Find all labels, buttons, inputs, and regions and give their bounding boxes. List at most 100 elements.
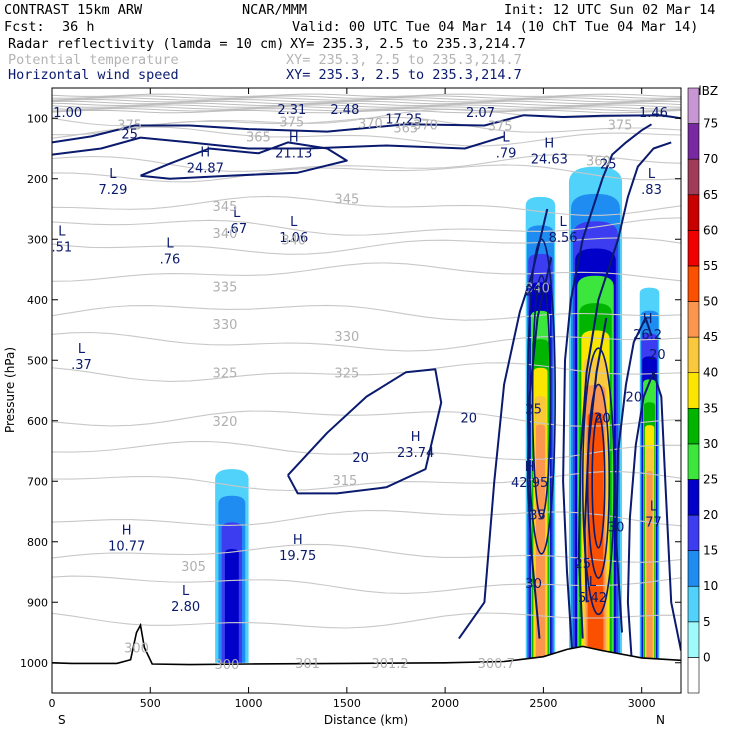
colorbar-swatch — [687, 514, 700, 551]
plot-frame — [51, 87, 682, 694]
x-axis-label: Distance (km) — [324, 713, 408, 727]
extremum-value: 1.46 — [639, 106, 668, 121]
y-tick-label: 600 — [27, 415, 48, 428]
extremum-value: .83 — [641, 183, 662, 198]
extremum-type: L — [78, 342, 86, 357]
colorbar-swatch — [687, 301, 700, 338]
extremum-value: .76 — [160, 252, 181, 267]
theta-contour-label: 345 — [213, 200, 238, 215]
wind-contour — [577, 141, 672, 639]
theta-contour-upper — [52, 102, 681, 107]
x-tick-label: 500 — [140, 697, 161, 710]
field-xy-theta: XY= 235.3, 2.5 to 235.3,214.7 — [286, 52, 522, 68]
x-axis-left-end: S — [58, 713, 66, 727]
theta-contour-label: 325 — [213, 366, 238, 381]
wind-contour — [52, 135, 505, 156]
theta-contour-label: 370 — [358, 117, 383, 132]
colorbar-swatch — [687, 336, 700, 374]
colorbar-tick-label: 20 — [703, 508, 718, 522]
extremum-type: L — [559, 215, 567, 230]
field-xy-wind: XY= 235.3, 2.5 to 235.3,214.7 — [286, 67, 522, 83]
theta-contour-upper — [52, 93, 681, 98]
wind-contour-label: 25 — [525, 403, 542, 418]
extremum-value: 1.00 — [53, 106, 82, 121]
extremum-value: 23.74 — [397, 446, 434, 461]
extremum-value: 8.56 — [549, 231, 578, 246]
colorbar-tick-label: 55 — [703, 259, 718, 273]
extremum-value: 7.29 — [98, 183, 127, 198]
fcst-value: 36 h — [62, 19, 95, 35]
colorbar-swatch — [687, 230, 700, 267]
colorbar-tick-label: 70 — [703, 152, 718, 166]
theta-contour-label: 340 — [213, 227, 238, 242]
colorbar-tick-label: 5 — [703, 615, 711, 629]
extremum-type: H — [544, 137, 554, 152]
colorbar-tick-label: 60 — [703, 223, 718, 237]
theta-contour-label: 330 — [213, 318, 238, 333]
theta-contour — [52, 362, 681, 382]
colorbar-tick-label: 30 — [703, 437, 718, 451]
theta-contour-label: 375 — [608, 118, 633, 133]
terrain — [52, 622, 681, 693]
extremum-value: 1.06 — [279, 231, 308, 246]
theta-contour-label: 330 — [334, 330, 359, 345]
extremum-type: L — [589, 575, 597, 590]
extremum-type: L — [290, 215, 298, 230]
extremum-type: L — [58, 224, 66, 239]
extremum-value: 21.13 — [275, 146, 312, 161]
theta-contour-label: 300 — [124, 642, 149, 657]
terrain-line — [52, 622, 681, 666]
y-tick-label: 900 — [27, 596, 48, 609]
extremum-type: L — [650, 500, 658, 515]
y-tick-label: 200 — [27, 173, 48, 186]
colorbar-swatch — [687, 479, 700, 516]
y-tick-label: 500 — [27, 354, 48, 367]
theta-contour — [52, 509, 681, 527]
extremum-value: 2.07 — [466, 106, 495, 121]
wind-contour — [626, 371, 681, 663]
extremum-value: .67 — [226, 222, 247, 237]
wind-contour-label: 35 — [529, 509, 546, 524]
theta-contour — [52, 153, 681, 172]
theta-contour-label: 325 — [334, 366, 359, 381]
extremum-type: L — [182, 584, 190, 599]
extremum-type: L — [166, 236, 174, 251]
colorbar-unit: dBZ — [694, 84, 718, 98]
y-tick-label: 700 — [27, 475, 48, 488]
theta-contour-label: 375 — [279, 115, 304, 130]
terrain-fill — [52, 625, 681, 693]
wind-contour-label: 30 — [525, 577, 542, 592]
theta-contour — [52, 304, 681, 321]
theta-contour — [52, 217, 681, 236]
x-tick-label: 2500 — [529, 697, 557, 710]
colorbar-swatch — [687, 265, 700, 302]
extremum-value: 26.2 — [633, 328, 662, 343]
colorbar-tick-label: 15 — [703, 544, 718, 558]
colorbar-swatch — [687, 585, 700, 623]
theta-contour-label: 365 — [393, 121, 418, 136]
reflectivity-band — [646, 471, 653, 663]
theta-contour-upper — [52, 95, 681, 99]
y-axis-label: Pressure (hPa) — [3, 347, 17, 433]
colorbar-tick-label: 45 — [703, 330, 718, 344]
colorbar-swatch — [687, 550, 700, 587]
wind-contour-label: 20 — [649, 348, 666, 363]
theta-contour-label: 301.2 — [371, 657, 408, 672]
extremum-value: 24.63 — [531, 153, 568, 168]
theta-contour-label: 300.7 — [478, 657, 515, 672]
colorbar-swatch — [687, 194, 700, 231]
extremum-value: 10.77 — [108, 540, 145, 555]
colorbar: dBZ 0 5 10 15 20 25 30 35 40 45 50 55 60 65 70 75 — [687, 84, 718, 694]
x-tick-label: 1500 — [333, 697, 361, 710]
extremum-value: 5.42 — [578, 591, 607, 606]
wind-contour-label: 20 — [525, 285, 542, 300]
colorbar-swatch — [687, 123, 700, 160]
theta-contour — [52, 471, 681, 492]
theta-contour-upper — [52, 106, 681, 110]
extremum-value: 42.95 — [511, 476, 548, 491]
extremum-value: 19.75 — [279, 549, 316, 564]
reflectivity-layer — [215, 166, 660, 663]
wind-core-ring — [526, 238, 556, 555]
colorbar-swatch — [687, 407, 700, 445]
